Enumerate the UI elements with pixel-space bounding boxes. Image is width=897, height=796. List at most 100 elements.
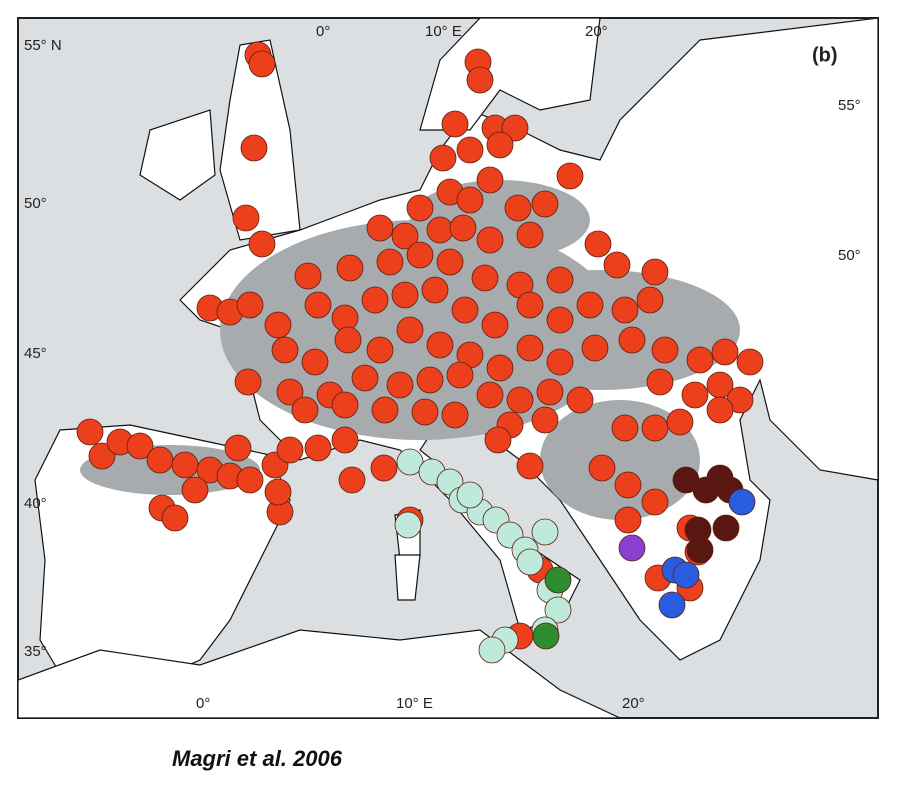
site-marker — [531, 190, 559, 218]
site-marker — [544, 566, 572, 594]
site-marker — [546, 348, 574, 376]
lat-label: 55° N — [24, 37, 62, 54]
site-marker — [426, 216, 454, 244]
site-marker — [546, 266, 574, 294]
site-marker — [240, 134, 268, 162]
site-marker — [614, 506, 642, 534]
site-marker — [441, 401, 469, 429]
caption: Magri et al. 2006 — [172, 746, 343, 771]
site-marker — [421, 276, 449, 304]
site-marker — [366, 336, 394, 364]
site-marker — [371, 396, 399, 424]
site-marker — [581, 334, 609, 362]
site-marker — [396, 316, 424, 344]
lon-label: 10° E — [425, 23, 462, 40]
site-marker — [516, 548, 544, 576]
site-marker — [181, 476, 209, 504]
site-marker — [672, 561, 700, 589]
site-marker — [544, 596, 572, 624]
site-marker — [618, 326, 646, 354]
site-marker — [531, 518, 559, 546]
site-marker — [666, 408, 694, 436]
site-marker — [484, 426, 512, 454]
site-marker — [531, 406, 559, 434]
site-marker — [641, 414, 669, 442]
site-marker — [331, 426, 359, 454]
site-marker — [406, 241, 434, 269]
site-marker — [264, 311, 292, 339]
lat-label: 50° — [24, 195, 47, 212]
site-marker — [611, 414, 639, 442]
site-marker — [641, 258, 669, 286]
site-marker — [336, 254, 364, 282]
site-marker — [516, 334, 544, 362]
lon-label: 20° — [585, 23, 608, 40]
site-marker — [546, 306, 574, 334]
site-marker — [501, 114, 529, 142]
site-marker — [126, 432, 154, 460]
site-marker — [276, 378, 304, 406]
site-marker — [171, 451, 199, 479]
lon-label: 0° — [196, 695, 210, 712]
site-marker — [334, 326, 362, 354]
site-marker — [651, 336, 679, 364]
lat-label: 55° — [838, 97, 861, 114]
site-marker — [264, 478, 292, 506]
site-marker — [236, 291, 264, 319]
site-marker — [370, 454, 398, 482]
site-marker — [301, 348, 329, 376]
site-marker — [271, 336, 299, 364]
site-marker — [516, 291, 544, 319]
site-marker — [646, 368, 674, 396]
site-marker — [361, 286, 389, 314]
site-marker — [224, 434, 252, 462]
site-marker — [603, 251, 631, 279]
site-marker — [451, 296, 479, 324]
site-marker — [161, 504, 189, 532]
site-marker — [516, 452, 544, 480]
lon-label: 20° — [622, 695, 645, 712]
site-marker — [686, 536, 714, 564]
site-marker — [394, 511, 422, 539]
site-marker — [466, 66, 494, 94]
site-marker — [291, 396, 319, 424]
site-marker — [712, 514, 740, 542]
site-marker — [304, 291, 332, 319]
site-marker — [532, 622, 560, 650]
site-marker — [248, 230, 276, 258]
site-marker — [681, 381, 709, 409]
panel-label: (b) — [812, 44, 838, 66]
site-marker — [456, 186, 484, 214]
site-marker — [411, 398, 439, 426]
site-marker — [396, 448, 424, 476]
site-marker — [366, 214, 394, 242]
site-marker — [146, 446, 174, 474]
lon-label: 10° E — [396, 695, 433, 712]
site-marker — [351, 364, 379, 392]
site-marker — [481, 311, 509, 339]
site-marker — [236, 466, 264, 494]
site-marker — [391, 222, 419, 250]
site-marker — [516, 221, 544, 249]
site-marker — [611, 296, 639, 324]
site-marker — [441, 110, 469, 138]
site-marker — [556, 162, 584, 190]
site-marker — [658, 591, 686, 619]
site-marker — [478, 636, 506, 664]
site-marker — [406, 194, 434, 222]
site-marker — [636, 286, 664, 314]
site-marker — [736, 348, 764, 376]
site-marker — [429, 144, 457, 172]
site-marker — [476, 381, 504, 409]
site-marker — [641, 488, 669, 516]
site-marker — [486, 354, 514, 382]
site-marker — [304, 434, 332, 462]
site-marker — [416, 366, 444, 394]
site-marker — [446, 361, 474, 389]
site-marker — [506, 386, 534, 414]
site-marker — [471, 264, 499, 292]
site-marker — [449, 214, 477, 242]
site-marker — [436, 248, 464, 276]
site-marker — [706, 396, 734, 424]
site-marker — [426, 331, 454, 359]
